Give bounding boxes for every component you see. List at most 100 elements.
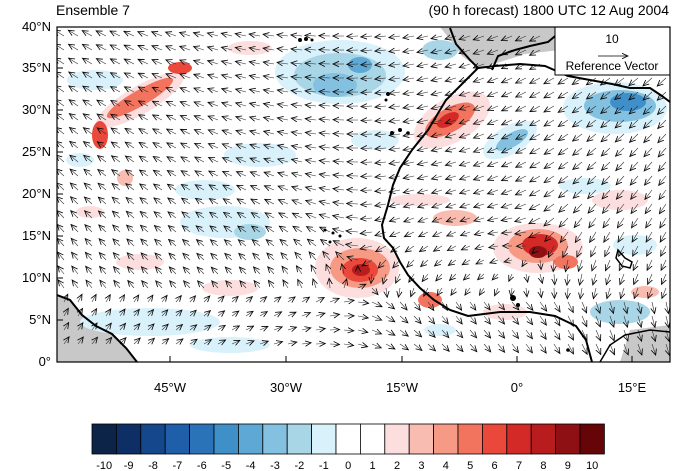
colorbar-swatch bbox=[408, 423, 435, 455]
wind-vector bbox=[57, 238, 65, 247]
wind-vector bbox=[323, 252, 331, 261]
wind-vector bbox=[329, 314, 340, 316]
wind-vector bbox=[417, 162, 429, 165]
wind-vector bbox=[657, 77, 667, 86]
wind-vector bbox=[647, 245, 653, 256]
wind-vector bbox=[592, 259, 596, 271]
wind-vector bbox=[92, 295, 96, 303]
wind-vector bbox=[223, 171, 233, 176]
wind-vector bbox=[473, 78, 485, 82]
wind-vector bbox=[607, 287, 610, 299]
wind-vector bbox=[615, 105, 625, 114]
wind-vector bbox=[455, 315, 462, 324]
colorbar-swatch bbox=[164, 423, 190, 455]
wind-vector bbox=[404, 232, 415, 237]
wind-vector bbox=[515, 232, 527, 234]
colorbar-swatch bbox=[189, 423, 215, 455]
wind-vector bbox=[445, 50, 457, 53]
wind-vector bbox=[389, 204, 401, 207]
wind-vector bbox=[237, 185, 247, 190]
wind-vector bbox=[488, 232, 499, 234]
wind-vector bbox=[346, 244, 359, 246]
wind-vector bbox=[195, 143, 205, 148]
wind-vector bbox=[666, 315, 669, 328]
wind-vector bbox=[92, 337, 98, 345]
wind-vector bbox=[333, 202, 345, 204]
wind-vector bbox=[539, 343, 546, 353]
wind-vector bbox=[251, 199, 261, 204]
wind-vector bbox=[511, 343, 519, 353]
wind-vector bbox=[264, 131, 275, 134]
wind-vector bbox=[57, 113, 65, 121]
wind-vector bbox=[97, 100, 107, 107]
wind-vector bbox=[112, 170, 121, 177]
wind-vector bbox=[126, 211, 135, 219]
wind-vector bbox=[532, 245, 541, 253]
wind-vector bbox=[225, 267, 233, 275]
colorbar-tick-label: -4 bbox=[246, 460, 256, 471]
wind-vector bbox=[277, 90, 289, 92]
wind-vector bbox=[530, 189, 541, 196]
wind-vector bbox=[602, 189, 611, 199]
wind-vector bbox=[469, 315, 476, 324]
wind-vector bbox=[403, 78, 415, 80]
wind-vector bbox=[515, 204, 527, 209]
wind-vector bbox=[311, 265, 316, 275]
wind-vector bbox=[445, 64, 457, 67]
wind-vector bbox=[69, 86, 79, 93]
wind-vector bbox=[399, 343, 408, 350]
wind-vector bbox=[169, 253, 177, 261]
wind-vector bbox=[488, 176, 499, 180]
wind-vector bbox=[224, 212, 233, 219]
wind-vector bbox=[189, 310, 196, 316]
wind-vector bbox=[347, 36, 359, 37]
wind-vector bbox=[544, 119, 555, 126]
wind-vector bbox=[292, 200, 303, 204]
wind-vector bbox=[487, 78, 499, 82]
wind-vector bbox=[573, 175, 583, 184]
wind-vector bbox=[441, 343, 449, 351]
wind-vector bbox=[152, 74, 163, 79]
wind-vector bbox=[266, 226, 275, 233]
wind-vector bbox=[301, 343, 311, 344]
wind-vector bbox=[208, 116, 219, 120]
wind-vector bbox=[587, 175, 597, 184]
wind-vector bbox=[97, 128, 107, 135]
wind-vector bbox=[427, 329, 435, 337]
wind-vector bbox=[189, 325, 197, 330]
wind-vector bbox=[140, 170, 149, 177]
wind-vector bbox=[624, 315, 628, 327]
wind-vector bbox=[138, 45, 149, 50]
wind-vector bbox=[236, 103, 247, 106]
wind-vector bbox=[602, 161, 611, 170]
wind-vector bbox=[347, 203, 359, 204]
wind-vector bbox=[624, 301, 627, 313]
wind-vector bbox=[389, 134, 401, 136]
wind-vector bbox=[305, 91, 317, 92]
wind-vector bbox=[441, 315, 448, 324]
wind-vector bbox=[475, 246, 485, 249]
wind-vector bbox=[306, 187, 317, 190]
wind-vector bbox=[588, 189, 597, 199]
wind-vector bbox=[333, 161, 345, 162]
wind-vector bbox=[217, 340, 226, 344]
wind-vector bbox=[148, 324, 154, 331]
wind-vector bbox=[389, 162, 401, 164]
wind-vector bbox=[315, 313, 325, 316]
wind-vector bbox=[152, 60, 163, 64]
wind-vector bbox=[516, 161, 527, 167]
wind-vector bbox=[78, 294, 82, 303]
wind-vector bbox=[224, 226, 233, 233]
wind-vector bbox=[333, 189, 345, 190]
wind-vector bbox=[305, 174, 317, 176]
wind-vector bbox=[319, 78, 331, 79]
wind-vector bbox=[459, 92, 471, 96]
wind-vector bbox=[559, 203, 569, 212]
wind-vector bbox=[455, 329, 463, 338]
wind-vector bbox=[431, 106, 443, 109]
wind-vector bbox=[404, 218, 415, 222]
wind-vector bbox=[71, 225, 79, 233]
wind-vector bbox=[343, 344, 354, 346]
wind-vector bbox=[154, 212, 163, 219]
wind-vector bbox=[515, 190, 527, 195]
